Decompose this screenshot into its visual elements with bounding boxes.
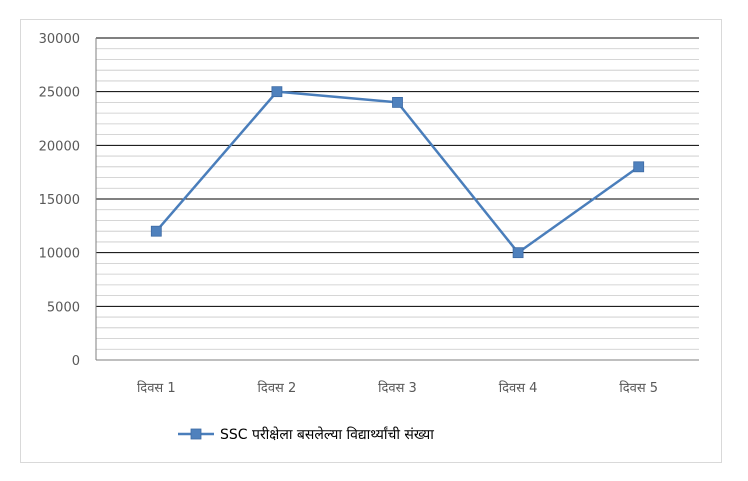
chart-frame xyxy=(20,19,722,463)
series-group xyxy=(150,86,645,259)
legend: SSC परीक्षेला बसलेल्या विद्यार्थ्यांची स… xyxy=(178,426,434,443)
y-tick-label: 15000 xyxy=(39,193,80,208)
data-point-marker xyxy=(271,86,283,98)
y-tick-label: 30000 xyxy=(39,32,80,47)
x-tick-label: दिवस 2 xyxy=(258,380,297,396)
x-tick-label: दिवस 5 xyxy=(619,380,658,396)
x-axis-ticks: दिवस 1 दिवस 2 दिवस 3 दिवस 4 दिवस 5 xyxy=(137,380,658,396)
data-point-marker xyxy=(512,247,524,259)
x-tick-label: दिवस 1 xyxy=(137,380,176,396)
data-point-marker xyxy=(150,225,162,237)
major-gridlines xyxy=(96,37,699,307)
series-line xyxy=(155,90,640,254)
data-point-marker xyxy=(392,97,403,108)
x-tick-label: दिवस 4 xyxy=(499,380,538,396)
y-tick-label: 10000 xyxy=(39,247,80,262)
y-axis-ticks: 0 5000 10000 15000 20000 25000 30000 xyxy=(39,32,80,369)
axes xyxy=(95,38,699,361)
y-tick-label: 20000 xyxy=(39,139,80,154)
legend-label: SSC परीक्षेला बसलेल्या विद्यार्थ्यांची स… xyxy=(220,426,434,443)
data-point-marker xyxy=(633,161,645,173)
y-tick-label: 0 xyxy=(72,354,80,369)
y-tick-label: 25000 xyxy=(39,86,80,101)
minor-gridlines xyxy=(96,48,699,350)
y-tick-label: 5000 xyxy=(47,300,80,315)
x-tick-label: दिवस 3 xyxy=(378,380,417,396)
legend-marker-sample xyxy=(190,428,202,440)
